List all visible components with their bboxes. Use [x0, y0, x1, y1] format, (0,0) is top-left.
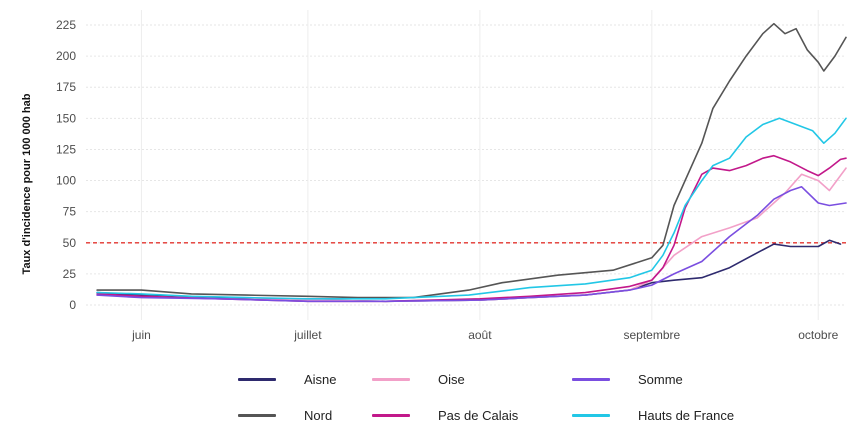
- series-lines: [96, 22, 847, 303]
- legend-swatch: [572, 414, 610, 417]
- y-tick-label: 0: [69, 298, 76, 312]
- y-tick-label: 100: [56, 174, 76, 188]
- legend-label: Aisne: [304, 372, 337, 387]
- legend-item-somme: Somme: [572, 372, 683, 387]
- legend-label: Pas de Calais: [438, 408, 519, 423]
- legend-item-pas-de-calais: Pas de Calais: [372, 408, 518, 423]
- series-line-pas-de-calais: [96, 154, 847, 303]
- y-tick-label: 200: [56, 49, 76, 63]
- legend-swatch: [372, 378, 410, 381]
- y-tick-label: 125: [56, 142, 76, 156]
- y-tick-label: 225: [56, 18, 76, 32]
- series-line-aisne: [96, 239, 842, 303]
- legend-label: Hauts de France: [638, 408, 735, 423]
- legend-item-hauts-de-france: Hauts de France: [572, 408, 734, 423]
- legend-label: Nord: [304, 408, 333, 423]
- y-tick-label: 150: [56, 111, 76, 125]
- series-line-somme: [96, 186, 847, 303]
- x-tick-label: juillet: [293, 328, 322, 342]
- series-line-hauts-de-france: [96, 117, 847, 300]
- y-tick-label: 175: [56, 80, 76, 94]
- y-tick-label: 50: [63, 236, 77, 250]
- series-line-oise: [96, 167, 847, 303]
- legend-item-oise: Oise: [372, 372, 465, 387]
- legend-swatch: [372, 414, 410, 417]
- legend: Aisne Oise Somme Nord Pas de Calais Hauts de …: [0, 370, 861, 436]
- y-axis-ticks: 0 25 50 75 100 125 150 175 200 225: [56, 18, 76, 312]
- legend-item-aisne: Aisne: [238, 372, 337, 387]
- legend-swatch: [572, 378, 610, 381]
- y-axis-label: Taux d'incidence pour 100 000 hab: [21, 93, 33, 274]
- y-tick-label: 75: [63, 205, 77, 219]
- legend-swatch: [238, 378, 276, 381]
- x-tick-label: août: [468, 328, 492, 342]
- legend-label: Oise: [438, 372, 465, 387]
- x-axis-ticks: juin juillet août septembre octobre: [131, 328, 838, 342]
- grid: [86, 10, 846, 320]
- x-tick-label: juin: [131, 328, 151, 342]
- x-tick-label: septembre: [623, 328, 680, 342]
- legend-swatch: [238, 414, 276, 417]
- y-tick-label: 25: [63, 267, 77, 281]
- legend-item-nord: Nord: [238, 408, 332, 423]
- series-line-nord: [96, 22, 847, 299]
- x-tick-label: octobre: [798, 328, 838, 342]
- legend-label: Somme: [638, 372, 683, 387]
